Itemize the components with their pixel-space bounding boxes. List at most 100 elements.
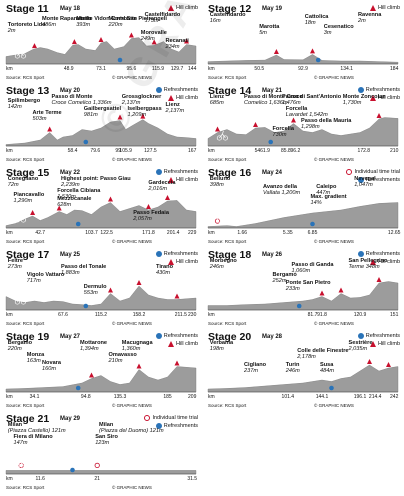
place-label: Passo di Monte Croce Comelico 1,636m [244, 94, 302, 106]
stage-date: May 21 [262, 88, 283, 94]
time-trial-icon [144, 415, 151, 421]
distance-tick: 229 [188, 230, 197, 236]
place-elevation: 1,047m [354, 182, 373, 188]
distance-tick: 209 [188, 394, 197, 400]
place-elevation: 249m [140, 36, 155, 42]
place-elevation: 2,137m [121, 100, 141, 106]
distance-tick: 48.9 [63, 66, 74, 72]
hill-climb-marker [319, 290, 325, 296]
place-name: Spilimbergo [7, 98, 41, 104]
km-label: km [6, 148, 13, 154]
place-label: Tortoreto Lido 2m [8, 22, 46, 34]
place-label: Forcella Lavardet 1,542m [286, 106, 328, 118]
place-name: Castelfidardo [209, 12, 246, 18]
legend-item: Refreshments [155, 333, 198, 339]
place-label: Passo di Ganda 1,060m [292, 262, 334, 274]
triangle-icon [168, 5, 174, 11]
hill-climb-marker [71, 39, 77, 45]
place-name: Belluno [209, 176, 231, 182]
place-name: Highest point: Passo Giau [61, 176, 131, 182]
place-name: Sestrière [348, 340, 373, 346]
elevation-profile [5, 37, 197, 65]
place-elevation: 160m [42, 366, 56, 372]
place-name: Milan [7, 422, 23, 428]
place-name: Cesenatico [323, 24, 354, 30]
stage-title: Stage 20 [208, 331, 252, 343]
place-label: Monte Vidon Combatte 393m [76, 16, 137, 28]
place-label: Cigliano 237m [244, 362, 266, 374]
refreshment-icon [357, 177, 364, 183]
stage-date: May 28 [262, 334, 283, 340]
place-elevation: (Piazza Castello) 121m [7, 428, 66, 434]
distance-tick: 105.9 [119, 148, 132, 154]
refreshment-marker [329, 385, 334, 391]
triangle-icon [168, 95, 174, 101]
place-elevation: 1,290m [13, 198, 33, 204]
place-elevation: 246m [285, 368, 300, 374]
place-elevation: 685m [209, 100, 224, 106]
stage-panel: Stage 13 May 20 Refreshments Hill climb Spil… [2, 84, 200, 164]
place-name: Novara [42, 360, 61, 366]
stage-panel: Stage 21 May 29 Individual time trial Refre… [2, 412, 200, 492]
place-label: Morovalle 249m [141, 30, 167, 42]
place-label: San Siro 123m [95, 434, 118, 446]
stage-date: May 25 [60, 252, 81, 258]
place-label: Forcella Cibiana 1,530m [57, 188, 100, 200]
legend-label: Hill climb [378, 341, 400, 347]
place-name: Tirano [156, 264, 173, 270]
place-elevation: (Piazza del Duomo) 121m [99, 428, 164, 434]
stage-title: Stage 17 [6, 249, 50, 261]
distance-tick: 103.7 [85, 230, 98, 236]
stage-title: Stage 12 [208, 3, 252, 15]
legend-label: Refreshments [163, 87, 198, 93]
place-elevation: 14% [310, 200, 322, 206]
place-name: Cigliano [244, 362, 267, 368]
refreshment-marker [75, 221, 81, 227]
km-label: km [208, 230, 215, 236]
legend-item: Refreshments [357, 87, 400, 93]
legend-label: Individual time trial [354, 169, 400, 175]
stage-date: May 27 [60, 334, 81, 340]
km-label: km [6, 394, 13, 400]
legend-label: Refreshments [163, 333, 198, 339]
place-name: Forcella Cibiana [57, 188, 101, 194]
hill-climb-marker [184, 38, 189, 44]
refreshment-marker [315, 57, 321, 63]
place-label: Gailbergsattel 981m [84, 106, 121, 118]
distance-tick: 61.9 [260, 148, 270, 154]
refreshment-icon [155, 333, 162, 339]
place-label: Mezzocanale 628m [57, 196, 91, 208]
place-elevation: 1,730m [342, 100, 362, 106]
place-elevation: 5m [259, 30, 267, 36]
source-credit: Source: RCS Sport [208, 321, 247, 326]
place-name: Forcella [285, 106, 308, 112]
place-label: Tirano 430m [156, 264, 173, 276]
place-label: Sestrière 2,035m [349, 340, 373, 352]
legend-label: Refreshments [365, 333, 400, 339]
source-credit: Source: RCS Sport [208, 157, 247, 162]
distance-tick: 127.5 [144, 148, 157, 154]
place-label: Nevegal 1,047m [354, 176, 375, 188]
legend-item: Hill climb [370, 259, 400, 265]
legend-item: Refreshments [155, 251, 198, 257]
distance-tick: 210 [390, 148, 399, 154]
place-elevation: 2m [358, 18, 366, 24]
legend-item: Hill climb [370, 5, 400, 11]
place-elevation: 2,016m [148, 186, 168, 192]
place-elevation: 72m [7, 182, 19, 188]
legend-label: Refreshments [163, 423, 198, 429]
stage-date: May 19 [262, 6, 283, 12]
refreshment-marker [117, 57, 123, 63]
hill-climb-marker [136, 280, 142, 285]
hill-climb-marker [128, 32, 134, 38]
place-name: Monza [26, 352, 45, 358]
place-name: Lienz [209, 94, 225, 100]
legend-label: Hill climb [378, 95, 400, 101]
place-elevation: 1,530m [57, 194, 76, 200]
elevation-profile [207, 364, 399, 393]
refreshment-icon [357, 333, 364, 339]
refreshment-icon [357, 87, 364, 93]
place-name: Passo di Sant'Antonio [282, 94, 342, 100]
place-name: Bergamo [272, 272, 297, 278]
